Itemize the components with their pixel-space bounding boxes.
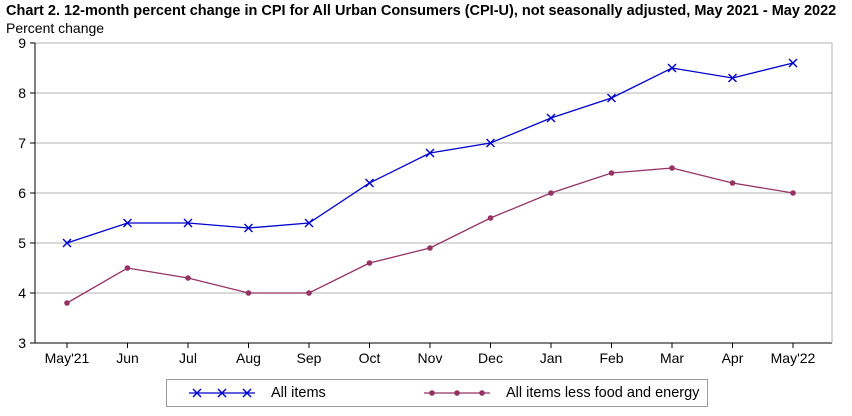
- line-chart: 3 4 5 6 7 8 9 May'21 Jun Jul Aug Sep Oct Nov Dec Jan Feb…: [18, 35, 833, 366]
- data-point-0-1: [123, 218, 132, 228]
- data-point-0-10: [667, 63, 677, 73]
- legend-swatch-marker-1-2: [479, 390, 485, 396]
- legend-swatch-core: [424, 390, 490, 396]
- x-tick-label-3: Aug: [236, 350, 261, 366]
- x-tick-label-7: Dec: [478, 350, 503, 366]
- legend-label-all-items: All items: [271, 385, 326, 401]
- legend-swatch-marker-0-0: [192, 388, 202, 398]
- data-point-1-2: [185, 275, 191, 281]
- data-point-0-11: [728, 73, 737, 83]
- x-tick-label-11: Apr: [722, 350, 744, 366]
- x-tick-label-4: Sep: [297, 350, 322, 366]
- series-1: [64, 165, 796, 306]
- x-tick-label-6: Nov: [418, 350, 443, 366]
- legend-entry-all-items: All items: [187, 380, 326, 406]
- data-point-0-9: [607, 93, 616, 103]
- y-tick-label-4: 4: [18, 285, 26, 301]
- x-tick-label-10: Mar: [660, 350, 684, 366]
- data-point-0-8: [546, 113, 556, 123]
- series-group: [62, 58, 798, 306]
- x-tick-label-5: Oct: [359, 350, 381, 366]
- data-point-1-0: [64, 300, 70, 306]
- data-point-1-10: [669, 165, 675, 171]
- legend-label-core: All items less food and energy: [506, 385, 700, 401]
- data-point-1-3: [245, 290, 252, 296]
- legend-swatch-all-items: [189, 388, 255, 398]
- gridlines: [35, 42, 832, 294]
- data-point-1-6: [427, 245, 433, 251]
- data-point-0-6: [425, 148, 435, 158]
- x-tick-label-1: Jun: [116, 350, 139, 366]
- x-tick-label-2: Jul: [179, 350, 197, 366]
- x-tick-label-0: May'21: [45, 350, 90, 366]
- data-point-1-4: [306, 290, 312, 296]
- series-0: [62, 58, 798, 248]
- y-axis-label: Percent change: [6, 20, 105, 36]
- x-tick-label-9: Feb: [599, 350, 623, 366]
- series-line-1: [66, 167, 794, 304]
- chart-title: Chart 2. 12-month percent change in CPI …: [6, 3, 837, 19]
- x-tick-label-8: Jan: [540, 350, 563, 366]
- data-point-0-0: [62, 238, 72, 248]
- axes: 3 4 5 6 7 8 9 May'21 Jun Jul Aug Sep Oct Nov Dec Jan Feb…: [18, 35, 833, 366]
- y-tick-label-3: 3: [18, 335, 26, 351]
- data-point-1-5: [366, 260, 373, 266]
- data-point-0-12: [788, 58, 798, 68]
- y-tick-label-7: 7: [18, 135, 26, 151]
- legend-entry-core: All items less food and energy: [422, 380, 699, 406]
- data-point-1-1: [124, 265, 131, 271]
- y-tick-label-5: 5: [18, 235, 26, 251]
- data-point-0-7: [486, 138, 495, 148]
- legend: All items All items less food and energy: [166, 379, 708, 407]
- data-point-0-4: [304, 218, 314, 228]
- data-point-0-2: [183, 218, 193, 228]
- y-tick-label-6: 6: [18, 185, 26, 201]
- y-tick-label-8: 8: [18, 85, 26, 101]
- data-point-0-5: [365, 178, 374, 188]
- legend-swatch-marker-0-2: [242, 388, 252, 398]
- legend-swatch-marker-0-1: [217, 388, 227, 398]
- legend-swatch-marker-1-0: [429, 390, 435, 396]
- y-tick-label-9: 9: [18, 35, 26, 51]
- data-point-0-3: [244, 223, 253, 233]
- data-point-1-11: [729, 180, 736, 186]
- data-point-1-9: [608, 170, 615, 176]
- legend-swatch-marker-1-1: [454, 390, 460, 396]
- data-point-1-7: [487, 215, 494, 221]
- x-tick-label-12: May'22: [771, 350, 816, 366]
- data-point-1-12: [790, 190, 796, 196]
- data-point-1-8: [548, 190, 554, 196]
